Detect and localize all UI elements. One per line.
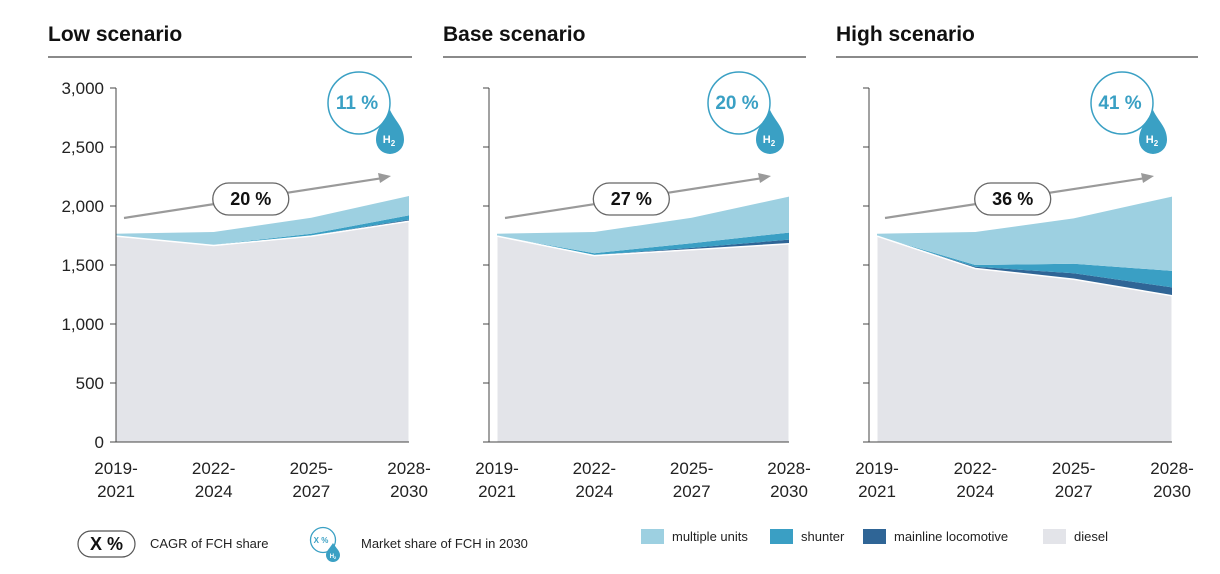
h2-drop-icon <box>756 110 784 154</box>
y-tick-label: 3,000 <box>61 79 104 98</box>
legend-label-diesel: diesel <box>1074 529 1108 544</box>
panel-title: High scenario <box>836 23 975 46</box>
x-tick-label: 2028-2030 <box>1150 459 1193 501</box>
legend-swatch-mainline-locomotive <box>863 529 886 544</box>
legend-cagr-label: CAGR of FCH share <box>150 536 268 551</box>
diesel-edge <box>876 235 1173 297</box>
diesel-edge <box>115 220 410 247</box>
scenario-panel-1: Low scenario 0 500 1,000 1,500 2,000 2,500 3,00… <box>48 23 431 501</box>
h2-drop-icon <box>1139 110 1167 154</box>
x-tick-label: 2019-2021 <box>94 459 137 501</box>
scenario-panel-2: Base scenario 2019-2021 2022-2024 2025-2027… <box>443 23 811 501</box>
y-tick-label: 2,500 <box>61 138 104 157</box>
cagr-arrowhead <box>378 173 391 183</box>
x-tick-label: 2022-2024 <box>954 459 997 501</box>
area-multiple-units <box>497 196 789 254</box>
area-shunter <box>116 215 409 246</box>
cagr-value: 20 % <box>230 189 271 209</box>
legend-swatch-diesel <box>1043 529 1066 544</box>
panel-title: Base scenario <box>443 23 585 46</box>
area-multiple-units <box>116 196 409 245</box>
y-tick-label: 0 <box>95 433 104 452</box>
x-tick-label: 2022-2024 <box>573 459 616 501</box>
x-tick-label: 2025-2027 <box>290 459 333 501</box>
scenario-panel-3: High scenario 2019-2021 2022-2024 2025-2027… <box>836 23 1198 501</box>
x-tick-label: 2022-2024 <box>192 459 235 501</box>
legend-share-badge: X % H2 <box>309 526 340 562</box>
market-share-value: 11 % <box>336 93 378 114</box>
x-tick-label: 2019-2021 <box>855 459 898 501</box>
cagr-value: 36 % <box>992 189 1033 209</box>
cagr-pill <box>592 182 670 216</box>
x-tick-label: 2019-2021 <box>475 459 518 501</box>
cagr-pill <box>974 182 1052 216</box>
legend-cagr-sample: X % <box>90 534 123 554</box>
area-shunter <box>877 236 1172 288</box>
legend-cagr-pill <box>77 530 136 558</box>
cagr-value: 27 % <box>611 189 652 209</box>
legend-label-multiple-units: multiple units <box>672 529 748 544</box>
panel-title: Low scenario <box>48 23 182 46</box>
market-share-value: 41 % <box>1098 93 1141 114</box>
cagr-arrowhead <box>758 173 771 183</box>
legend-label-mainline-locomotive: mainline locomotive <box>894 529 1008 544</box>
legend-share-label: Market share of FCH in 2030 <box>361 536 528 551</box>
x-tick-label: 2028-2030 <box>387 459 430 501</box>
area-mainline-locomotive <box>877 236 1172 296</box>
legend-swatch-shunter <box>770 529 793 544</box>
market-share-circle <box>327 71 391 135</box>
legend: X % CAGR of FCH share X % H2 Market shar… <box>77 526 1108 562</box>
area-diesel <box>115 220 410 443</box>
x-tick-label: 2025-2027 <box>670 459 713 501</box>
x-tick-label: 2025-2027 <box>1052 459 1095 501</box>
cagr-arrowhead <box>1141 173 1154 183</box>
h2-drop-icon <box>376 110 404 154</box>
area-multiple-units <box>877 196 1172 271</box>
legend-h2-label: H2 <box>330 554 337 560</box>
market-share-circle <box>707 71 771 135</box>
legend-drop-icon <box>326 543 340 562</box>
area-shunter <box>497 232 789 255</box>
area-diesel <box>496 235 790 443</box>
legend-swatch-multiple-units <box>641 529 664 544</box>
y-tick-label: 2,000 <box>61 197 104 216</box>
x-tick-label: 2028-2030 <box>767 459 810 501</box>
y-tick-label: 500 <box>76 374 104 393</box>
y-tick-label: 1,500 <box>61 256 104 275</box>
diesel-edge <box>496 235 790 257</box>
legend-share-sample: X % <box>314 536 329 545</box>
market-share-circle <box>1090 71 1154 135</box>
legend-label-shunter: shunter <box>801 529 845 544</box>
y-tick-label: 1,000 <box>61 315 104 334</box>
market-share-value: 20 % <box>715 93 758 114</box>
cagr-pill <box>212 182 290 216</box>
